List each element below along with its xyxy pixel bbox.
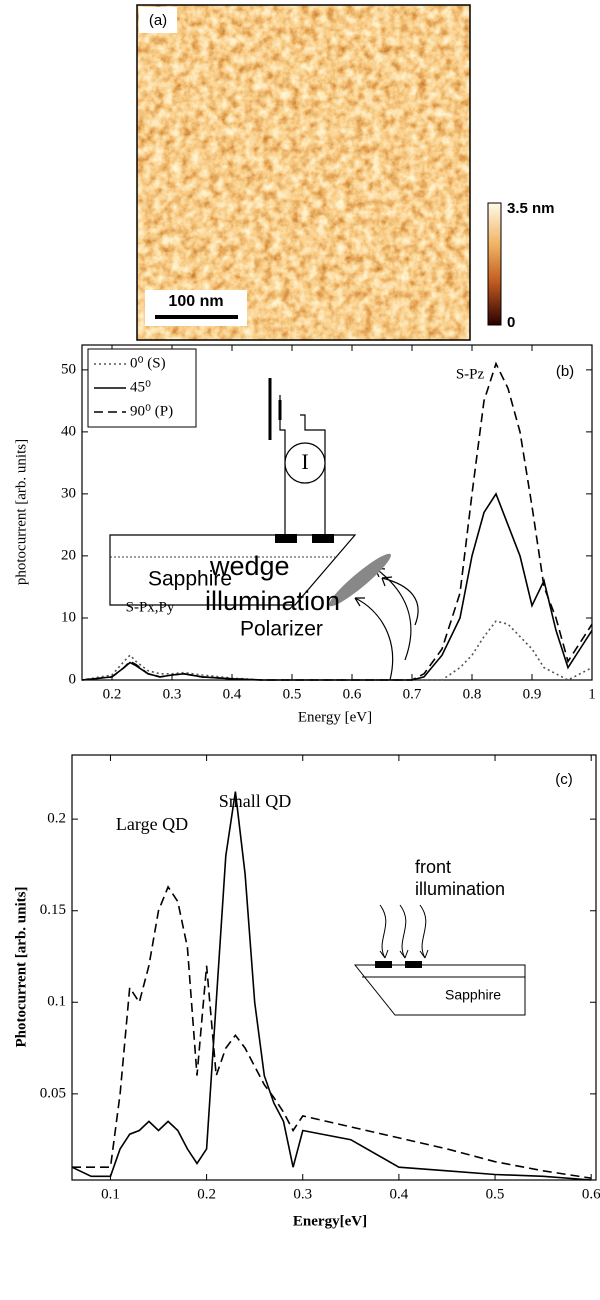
legend-label: 0⁰ (S) — [130, 355, 166, 371]
y-tick-label: 10 — [61, 609, 76, 625]
y-axis-label: photocurrent [arb. units] — [13, 439, 29, 585]
x-tick-label: 0.1 — [101, 1186, 120, 1202]
scale-bar-label: 100 nm — [168, 293, 223, 310]
annotation: S-Pz — [456, 366, 485, 382]
annotation: Sapphire — [148, 568, 232, 591]
legend-label: 90⁰ (P) — [130, 403, 173, 419]
arrow-heads — [379, 949, 429, 959]
label-box — [139, 7, 177, 33]
annotation: Polarizer — [240, 618, 323, 641]
y-tick-label: 0.05 — [40, 1085, 66, 1101]
annotation: S-Px,Py — [126, 599, 175, 615]
x-tick-label: 0.8 — [463, 686, 482, 702]
x-tick-label: 1 — [588, 686, 596, 702]
x-tick-label: 0.6 — [582, 1186, 600, 1202]
series-line — [81, 361, 593, 681]
x-tick-label: 0.4 — [390, 1186, 409, 1202]
colorbar-label: 3.5 nm — [507, 200, 555, 217]
ammeter — [284, 442, 326, 484]
y-tick-label: 0.2 — [47, 811, 66, 827]
x-tick-label: 0.3 — [293, 1186, 312, 1202]
panel-label: (a) — [149, 12, 167, 29]
x-tick-label: 0.2 — [197, 1186, 216, 1202]
y-tick-label: 0 — [69, 671, 77, 687]
x-axis-label: Energy [eV] — [298, 709, 372, 725]
x-tick-label: 0.6 — [343, 686, 362, 702]
legend-label: 45⁰ — [130, 379, 151, 395]
panel-label: (b) — [556, 363, 574, 380]
x-tick-label: 0.4 — [223, 686, 242, 702]
series-line — [72, 885, 592, 1179]
annotation: illumination — [415, 879, 505, 899]
x-tick-label: 0.3 — [163, 686, 182, 702]
y-tick-label: 20 — [61, 547, 76, 563]
annotation: wedge — [209, 551, 290, 581]
annotation: front — [415, 857, 451, 877]
light-arrows — [379, 904, 427, 959]
x-tick-label: 0.7 — [403, 686, 422, 702]
series-line — [81, 620, 593, 681]
sapphire-block — [353, 964, 526, 1016]
y-axis-label: Photocurrent [arb. units] — [13, 887, 29, 1048]
y-tick-label: 30 — [61, 485, 76, 501]
panel-label: (c) — [555, 771, 573, 788]
annotation: Small QD — [219, 791, 292, 811]
afm-image — [136, 4, 471, 341]
electrode — [375, 961, 392, 968]
colorbar-label: 0 — [507, 314, 515, 331]
scale-box — [145, 290, 247, 326]
colorbar — [487, 202, 502, 326]
x-tick-label: 0.5 — [486, 1186, 505, 1202]
y-tick-label: 50 — [61, 361, 76, 377]
electrode — [405, 961, 422, 968]
annotation: Sapphire — [445, 987, 501, 1003]
x-tick-label: 0.9 — [523, 686, 542, 702]
x-axis-label: Energy[eV] — [293, 1213, 367, 1229]
polarizer — [329, 553, 391, 607]
annotation: Large QD — [116, 814, 188, 834]
y-tick-label: 40 — [61, 423, 76, 439]
afm-frame — [136, 4, 471, 341]
x-tick-label: 0.5 — [283, 686, 302, 702]
plot-frame — [71, 754, 597, 1181]
ammeter-label: I — [301, 449, 308, 474]
sapphire-block — [109, 534, 357, 606]
electrode — [312, 534, 334, 543]
y-tick-label: 0.1 — [47, 994, 66, 1010]
electrode — [275, 534, 297, 543]
series-line — [71, 791, 592, 1181]
light-arrows — [354, 567, 419, 681]
schematic — [353, 904, 526, 1016]
y-tick-label: 0.15 — [40, 902, 66, 918]
schematic — [109, 378, 419, 681]
x-tick-label: 0.2 — [103, 686, 122, 702]
annotation: illumination — [205, 586, 340, 616]
